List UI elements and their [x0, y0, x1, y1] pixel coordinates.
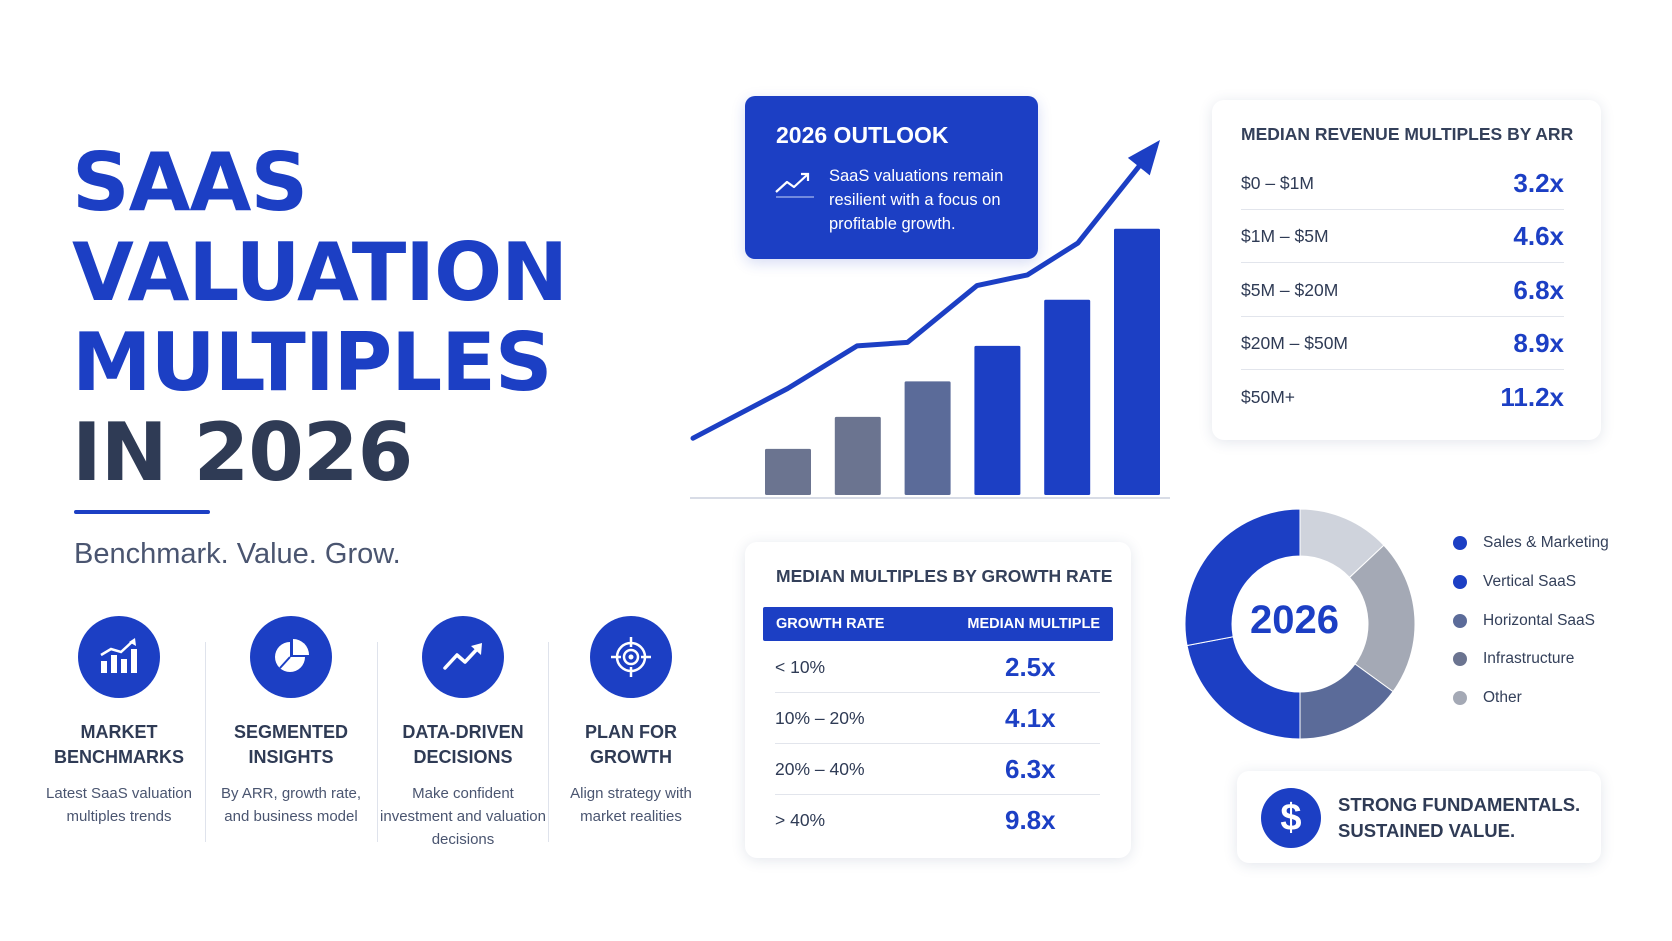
legend-item: Infrastructure	[1453, 640, 1609, 679]
feature-divider	[205, 642, 206, 842]
segment-donut-chart	[1184, 508, 1416, 740]
chart-bar	[904, 381, 951, 495]
chart-bar	[765, 448, 811, 495]
table-row: 10% – 20% 4.1x	[775, 693, 1100, 744]
tagline: Benchmark. Value. Grow.	[74, 538, 401, 570]
legend-label: Infrastructure	[1483, 650, 1575, 668]
legend-item: Other	[1453, 679, 1609, 718]
bar-chart-icon	[78, 616, 160, 698]
table-row: $50M+ 11.2x	[1241, 371, 1564, 424]
arr-multiples-card: MEDIAN REVENUE MULTIPLES BY ARR $0 – $1M…	[1212, 100, 1601, 440]
growth-rate: 20% – 40%	[775, 758, 865, 779]
growth-rate-card: MEDIAN MULTIPLES BY GROWTH RATE GROWTH R…	[745, 542, 1131, 858]
outlook-title: 2026 OUTLOOK	[776, 122, 949, 148]
title-line-4: IN 2026	[72, 406, 413, 499]
feature-title: DATA-DRIVEN DECISIONS	[402, 722, 524, 767]
growth-bar-chart	[690, 140, 1170, 499]
legend-dot	[1453, 652, 1467, 667]
title-line-1: SAAS	[72, 136, 308, 229]
legend-label: Vertical SaaS	[1483, 573, 1577, 591]
arr-card-heading: MEDIAN REVENUE MULTIPLES BY ARR	[1241, 124, 1574, 144]
fundamentals-text: STRONG FUNDAMENTALS. SUSTAINED VALUE.	[1338, 794, 1581, 841]
legend-label: Other	[1483, 689, 1522, 707]
feature-desc: Align strategy with market realities	[570, 785, 692, 825]
table-row: $1M – $5M 4.6x	[1241, 210, 1564, 263]
median-multiple: 9.8x	[1005, 805, 1056, 835]
arr-range: $5M – $20M	[1241, 279, 1339, 300]
table-row: $5M – $20M 6.8x	[1241, 264, 1564, 317]
feature-plan-for-growth: PLAN FOR GROWTH Align strategy with mark…	[547, 616, 715, 828]
feature-divider	[548, 642, 549, 842]
title-line-2: VALUATION	[72, 226, 568, 319]
arr-range: $1M – $5M	[1241, 225, 1329, 246]
feature-title: PLAN FOR GROWTH	[585, 722, 677, 767]
donut-slice	[1184, 508, 1301, 647]
column-header-growth-rate: GROWTH RATE	[776, 616, 885, 632]
arr-multiple: 11.2x	[1500, 382, 1564, 412]
arr-multiple: 6.8x	[1513, 274, 1564, 305]
table-row: < 10% 2.5x	[775, 642, 1100, 693]
pie-chart-icon	[250, 616, 332, 698]
legend-item: Vertical SaaS	[1453, 563, 1609, 602]
feature-title: SEGMENTED INSIGHTS	[233, 722, 348, 767]
growth-rate: 10% – 20%	[775, 707, 865, 728]
trend-line	[690, 154, 1149, 441]
legend-label: Horizontal SaaS	[1483, 611, 1596, 629]
donut-center-label: 2026	[1250, 598, 1339, 642]
chart-bar	[1044, 299, 1091, 495]
target-icon	[590, 616, 672, 698]
arr-range: $20M – $50M	[1241, 332, 1349, 353]
trend-up-icon	[422, 616, 504, 698]
feature-title: MARKET BENCHMARKS	[54, 722, 184, 767]
trend-line-icon	[774, 170, 816, 205]
feature-market-benchmarks: MARKET BENCHMARKS Latest SaaS valuation …	[35, 616, 203, 828]
donut-legend: Sales & Marketing Vertical SaaS Horizontal…	[1453, 524, 1609, 717]
table-row: $0 – $1M 3.2x	[1241, 157, 1564, 210]
growth-rate: > 40%	[775, 810, 826, 830]
arr-range: $0 – $1M	[1241, 172, 1314, 193]
chart-bar	[1114, 228, 1160, 495]
table-row: $20M – $50M 8.9x	[1241, 317, 1564, 370]
legend-item: Sales & Marketing	[1453, 524, 1609, 563]
column-header-median-multiple: MEDIAN MULTIPLE	[967, 616, 1100, 632]
feature-desc: Make confident investment and valuation …	[380, 785, 546, 848]
fundamentals-card: $ STRONG FUNDAMENTALS. SUSTAINED VALUE.	[1237, 771, 1601, 863]
legend-item: Horizontal SaaS	[1453, 601, 1609, 640]
legend-dot	[1453, 691, 1467, 706]
legend-label: Sales & Marketing	[1483, 534, 1609, 552]
feature-desc: By ARR, growth rate, and business model	[220, 785, 362, 825]
growth-rate: < 10%	[775, 656, 826, 677]
feature-segmented-insights: SEGMENTED INSIGHTS By ARR, growth rate, …	[207, 616, 375, 828]
growth-card-heading: MEDIAN MULTIPLES BY GROWTH RATE	[776, 566, 1113, 586]
arr-multiple: 3.2x	[1513, 167, 1564, 198]
dollar-icon: $	[1261, 788, 1321, 848]
title-underline	[74, 510, 210, 514]
median-multiple: 4.1x	[1005, 702, 1056, 733]
median-multiple: 2.5x	[1005, 651, 1056, 682]
chart-bar	[834, 416, 881, 495]
donut-slice	[1186, 636, 1301, 740]
table-header: GROWTH RATE MEDIAN MULTIPLE	[763, 607, 1113, 641]
chart-bar	[974, 345, 1021, 495]
median-multiple: 6.3x	[1005, 753, 1056, 784]
outlook-card: 2026 OUTLOOK SaaS valuations remain resi…	[745, 96, 1038, 259]
outlook-text: SaaS valuations remain resilient with a …	[829, 167, 1004, 233]
legend-dot	[1453, 536, 1467, 551]
legend-dot	[1453, 575, 1467, 590]
feature-desc: Latest SaaS valuation multiples trends	[46, 785, 192, 825]
table-row: > 40% 9.8x	[775, 795, 1100, 846]
feature-data-driven-decisions: DATA-DRIVEN DECISIONS Make confident inv…	[379, 616, 547, 851]
table-row: 20% – 40% 6.3x	[775, 744, 1100, 795]
legend-dot	[1453, 613, 1467, 628]
title-line-3: MULTIPLES	[72, 316, 553, 409]
arr-multiple: 4.6x	[1513, 220, 1564, 251]
arr-multiple: 8.9x	[1513, 327, 1564, 358]
trend-arrowhead	[1127, 140, 1160, 176]
feature-divider	[377, 642, 378, 842]
arr-range: $50M+	[1241, 387, 1295, 407]
